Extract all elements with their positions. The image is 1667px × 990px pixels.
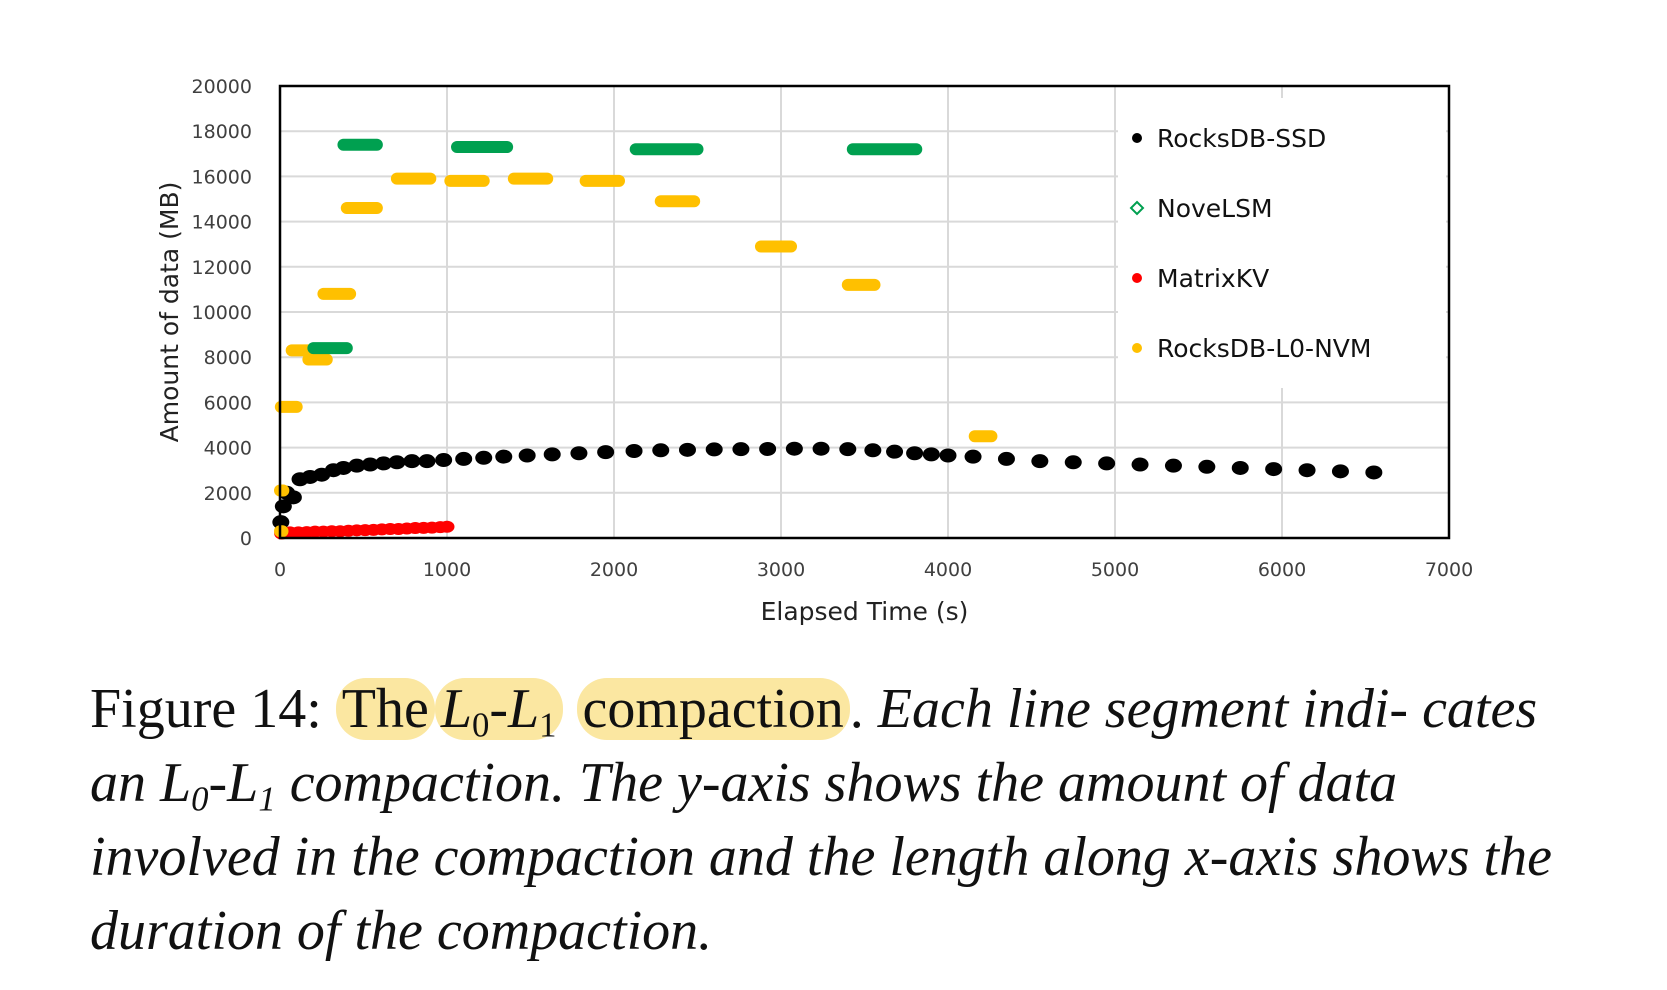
data-point [403,454,421,469]
data-point [678,442,696,457]
data-point [1265,462,1283,477]
data-point [625,443,643,458]
data-point [785,441,803,456]
series-novelsm [307,138,923,355]
y-tick-label: 6000 [204,392,252,414]
x-tick-label: 5000 [1091,559,1139,581]
y-tick-label: 18000 [192,121,252,143]
caption-highlight-the: The [335,678,435,740]
data-point [922,447,940,462]
data-point [418,454,436,469]
x-tick-label: 7000 [1425,559,1473,581]
y-tick-label: 12000 [192,257,252,279]
series-matrixkv [274,520,455,540]
data-point [361,457,379,472]
data-point [455,451,473,466]
legend-label: NoveLSM [1157,194,1273,223]
y-tick-label: 10000 [192,302,252,324]
data-point [475,450,493,465]
legend: RocksDB-SSD NoveLSM MatrixKV RocksDB-L0-NVM [1118,98,1446,388]
data-point [284,490,302,505]
data-point [886,444,904,459]
data-point [439,520,455,533]
data-point [759,441,777,456]
data-point [388,455,406,470]
data-point [997,451,1015,466]
data-point [732,442,750,457]
y-tick-label: 14000 [192,212,252,234]
plot-frame [278,84,1451,540]
y-tick-label: 4000 [204,438,252,460]
chart: 0200040006000800010000120001400016000180… [155,76,1474,626]
caption-highlight-compaction: compaction [576,678,850,740]
data-point [570,446,588,461]
series-rocksdb-ssd [272,441,1383,530]
data-point [1331,464,1349,479]
y-tick-label: 16000 [192,166,252,188]
data-point [964,449,982,464]
legend-marker [1132,133,1142,143]
caption-italic-text: Each line segment indi- cates an L0-L1 c… [90,678,1552,962]
data-point [906,446,924,461]
x-tick-label: 6000 [1258,559,1306,581]
data-point [652,443,670,458]
data-point [1198,459,1216,474]
y-tick-label: 20000 [192,76,252,98]
y-tick-label: 0 [240,528,252,550]
data-point [348,458,366,473]
data-point [435,453,453,468]
legend-marker [1132,343,1142,353]
data-point [1031,454,1049,469]
data-point [518,448,536,463]
legend-label: MatrixKV [1157,264,1269,293]
data-point [1064,455,1082,470]
x-tick-label: 3000 [757,559,805,581]
data-point [939,448,957,463]
legend-marker [1132,273,1142,283]
data-point [839,442,857,457]
data-point [543,447,561,462]
x-axis-label: Elapsed Time (s) [761,597,969,626]
x-tick-label: 0 [274,559,286,581]
x-tick-label: 2000 [590,559,638,581]
data-point [1365,465,1383,480]
legend-label: RocksDB-L0-NVM [1157,334,1371,363]
legend-label: RocksDB-SSD [1157,124,1326,153]
legend-box [1118,98,1446,388]
data-point [705,442,723,457]
data-point [597,445,615,460]
y-axis-label: Amount of data (MB) [155,182,184,443]
y-tick-label: 8000 [204,347,252,369]
axis-ticks: 0200040006000800010000120001400016000180… [192,76,1474,581]
caption-highlight-l0-l1: L0-L1 [434,678,563,743]
data-point [864,443,882,458]
data-point [1131,457,1149,472]
data-point [1298,463,1316,478]
plot-area [272,138,1383,540]
figure-label: Figure 14: [90,678,322,740]
figure-caption: Figure 14: The L0-L1 compaction. Each lin… [90,678,1552,962]
data-point [812,441,830,456]
data-point [495,449,513,464]
data-point [1098,456,1116,471]
x-tick-label: 1000 [423,559,471,581]
data-point [334,460,352,475]
y-tick-label: 2000 [204,483,252,505]
data-point [1164,458,1182,473]
legend-marker [1129,200,1145,216]
x-tick-label: 4000 [924,559,972,581]
data-point [375,456,393,471]
series-rocksdb-l0-nvm [274,172,998,538]
data-point [1231,460,1249,475]
